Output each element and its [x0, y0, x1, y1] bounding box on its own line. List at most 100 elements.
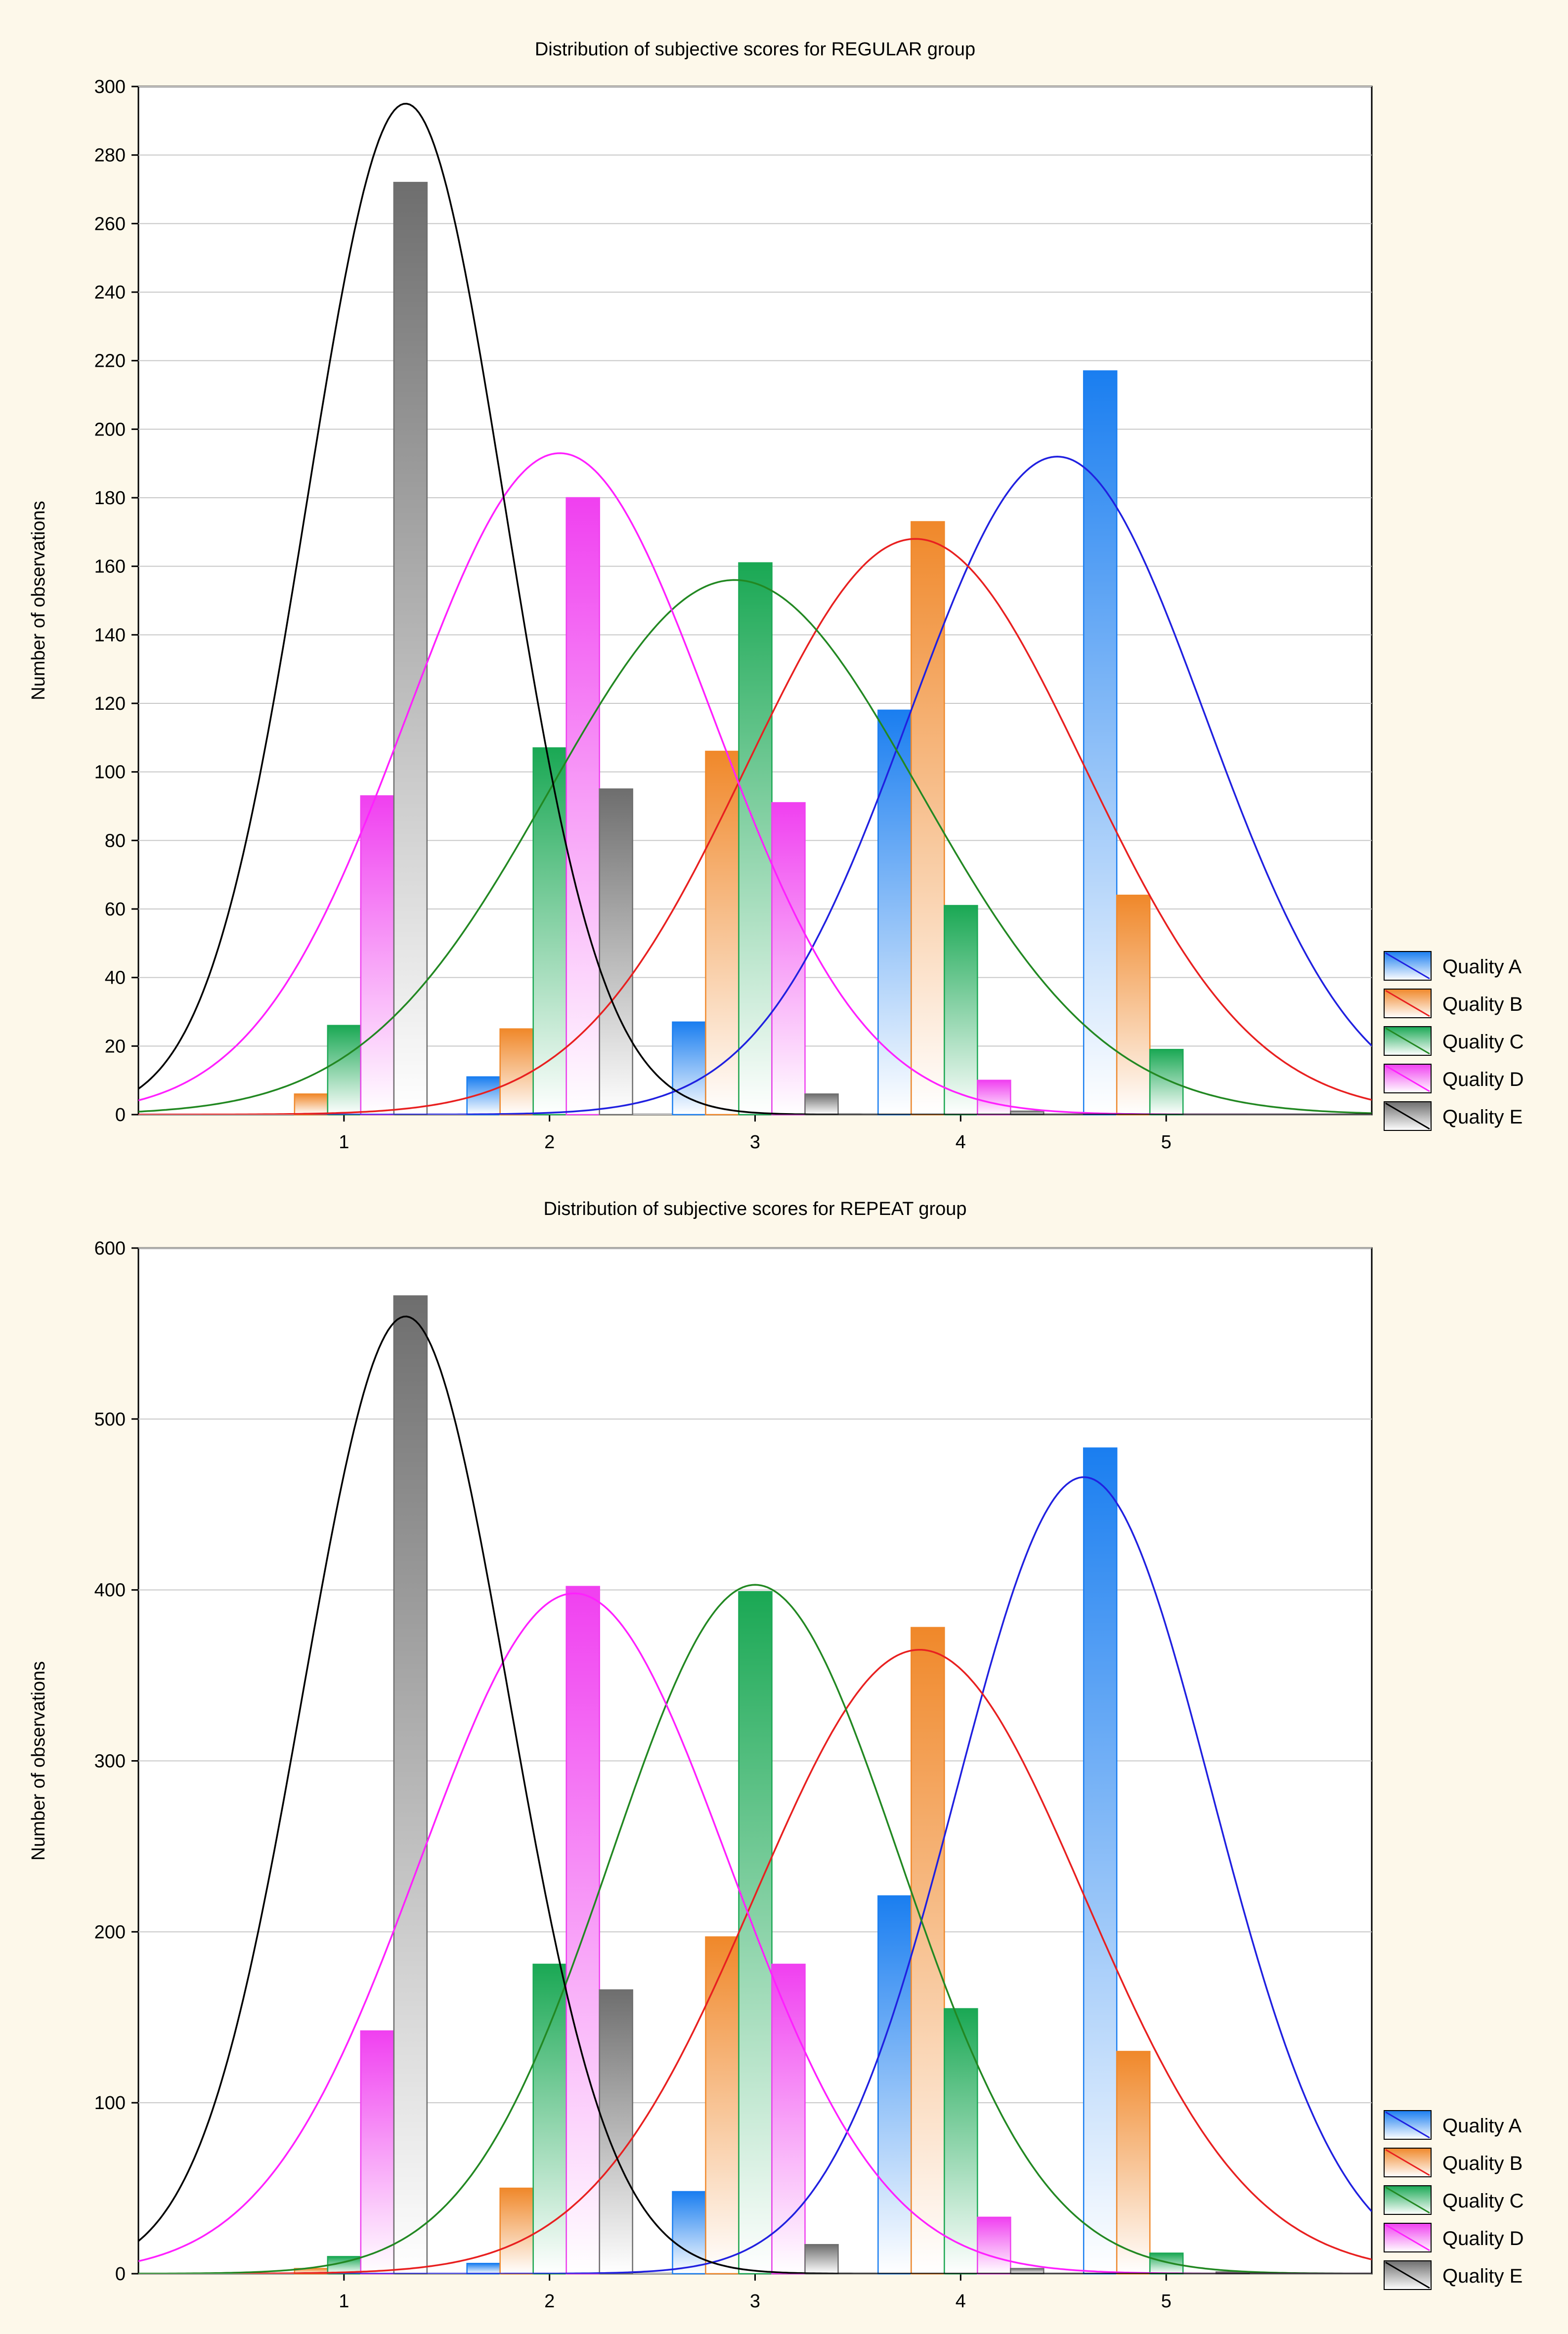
y-tick-label: 80	[105, 830, 126, 851]
legend-label: Quality B	[1442, 2153, 1523, 2174]
x-tick-label: 1	[339, 2291, 349, 2312]
fit-curve-quality-a	[138, 1476, 1372, 2274]
y-tick-label: 500	[94, 1409, 126, 1430]
bar-quality-c-4	[944, 2008, 978, 2275]
bar-quality-d-3	[771, 1963, 806, 2275]
legend-item-quality-b: Quality B	[1384, 2148, 1523, 2177]
x-tick-label: 2	[544, 1132, 555, 1153]
legend-swatch-line	[1385, 1027, 1430, 1055]
fit-curve-quality-c	[138, 579, 1372, 1114]
x-tick-label: 4	[956, 1132, 966, 1153]
x-tick-label: 2	[544, 2291, 555, 2312]
chart-panel-1: Distribution of subjective scores for RE…	[28, 39, 1524, 1153]
bar-quality-b-5	[1116, 2051, 1151, 2275]
legend-item-quality-c: Quality C	[1384, 1026, 1524, 1056]
x-tick-label: 5	[1161, 2291, 1172, 2312]
series-quality-e-bars	[393, 1295, 1250, 2275]
bar-quality-d-1	[360, 795, 395, 1116]
fit-curve-quality-e	[138, 103, 1372, 1115]
bar-quality-b-2	[499, 2187, 534, 2275]
chart-panel-2: Distribution of subjective scores for RE…	[28, 1199, 1524, 2312]
y-tick-label: 280	[94, 145, 126, 166]
legend-swatch-line	[1385, 2186, 1430, 2214]
bar-quality-b-3	[705, 1936, 740, 2275]
legend-item-quality-d: Quality D	[1384, 1064, 1524, 1093]
y-tick-label: 400	[94, 1580, 126, 1601]
chart-title: Distribution of subjective scores for RE…	[535, 39, 975, 60]
series-quality-c-bars	[327, 562, 1184, 1116]
legend-label: Quality A	[1442, 956, 1522, 978]
x-tick-label: 3	[750, 1132, 760, 1153]
legend-swatch-line	[1385, 990, 1430, 1017]
bar-quality-c-3	[738, 562, 773, 1116]
fit-curves	[138, 103, 1372, 1115]
series-quality-d-bars	[360, 1586, 1011, 2275]
bar-quality-e-3	[804, 1093, 839, 1116]
legend-label: Quality A	[1442, 2115, 1522, 2137]
bar-quality-e-1	[393, 181, 428, 1116]
legend-item-quality-a: Quality A	[1384, 2110, 1522, 2140]
series-quality-b-bars	[294, 1627, 1151, 2275]
bar-quality-a-3	[672, 2191, 706, 2275]
x-tick-label: 3	[750, 2291, 760, 2312]
series-quality-d-bars	[360, 497, 1011, 1116]
bar-quality-d-4	[977, 2216, 1011, 2275]
y-tick-label: 100	[94, 2093, 126, 2114]
y-tick-label: 40	[105, 968, 126, 989]
legend-item-quality-d: Quality D	[1384, 2223, 1524, 2252]
legend-swatch-line	[1385, 2111, 1430, 2139]
y-tick-label: 0	[115, 2264, 126, 2285]
bar-quality-c-1	[327, 1025, 362, 1116]
legend-label: Quality C	[1442, 2190, 1524, 2212]
y-tick-label: 0	[115, 1105, 126, 1125]
fit-curve-quality-e	[138, 1315, 1372, 2274]
legend-swatch-line	[1385, 1065, 1430, 1092]
bar-quality-a-4	[877, 709, 912, 1116]
legend-label: Quality B	[1442, 994, 1523, 1015]
y-tick-label: 180	[94, 488, 126, 509]
y-tick-label: 200	[94, 419, 126, 440]
legend-item-quality-b: Quality B	[1384, 989, 1523, 1018]
legend-label: Quality C	[1442, 1031, 1524, 1053]
bar-quality-c-2	[532, 1963, 567, 2275]
legend-label: Quality D	[1442, 1069, 1524, 1090]
y-tick-label: 300	[94, 77, 126, 97]
y-tick-label: 100	[94, 762, 126, 783]
y-tick-label: 260	[94, 214, 126, 234]
legend-item-quality-a: Quality A	[1384, 951, 1522, 981]
y-tick-label: 20	[105, 1036, 126, 1057]
legend: Quality A Quality B Quality C Quality D Qual…	[1384, 951, 1524, 1131]
legend-label: Quality D	[1442, 2228, 1524, 2249]
y-tick-label: 120	[94, 693, 126, 714]
legend-swatch-line	[1385, 2149, 1430, 2176]
y-axis-title: Number of observations	[28, 1661, 49, 1860]
legend-swatch-line	[1385, 2261, 1430, 2289]
y-tick-label: 200	[94, 1922, 126, 1943]
bar-quality-d-3	[771, 802, 806, 1116]
bar-quality-e-2	[599, 1989, 633, 2275]
y-tick-label: 140	[94, 625, 126, 646]
legend-swatch-line	[1385, 2224, 1430, 2251]
bar-quality-d-2	[566, 1586, 600, 2275]
y-tick-label: 600	[94, 1238, 126, 1259]
bar-quality-a-2	[466, 2263, 501, 2275]
x-tick-label: 5	[1161, 1132, 1172, 1153]
y-tick-label: 60	[105, 899, 126, 920]
bar-quality-b-3	[705, 750, 740, 1116]
bar-quality-c-5	[1149, 2252, 1184, 2275]
y-axis-title: Number of observations	[28, 501, 49, 700]
x-tick-label: 4	[956, 2291, 966, 2312]
bar-quality-c-5	[1149, 1049, 1184, 1116]
legend-label: Quality E	[1442, 1106, 1523, 1128]
y-tick-label: 300	[94, 1751, 126, 1772]
fit-curve-quality-c	[138, 1584, 1372, 2274]
legend-label: Quality E	[1442, 2265, 1523, 2287]
legend-item-quality-e: Quality E	[1384, 2260, 1523, 2290]
series-quality-a-bars	[466, 1447, 1118, 2275]
bar-quality-e-2	[599, 788, 633, 1116]
legend-swatch-line	[1385, 1102, 1430, 1130]
fit-curve-quality-a	[138, 456, 1372, 1115]
series-quality-a-bars	[466, 370, 1118, 1116]
series-quality-c-bars	[327, 1591, 1184, 2275]
